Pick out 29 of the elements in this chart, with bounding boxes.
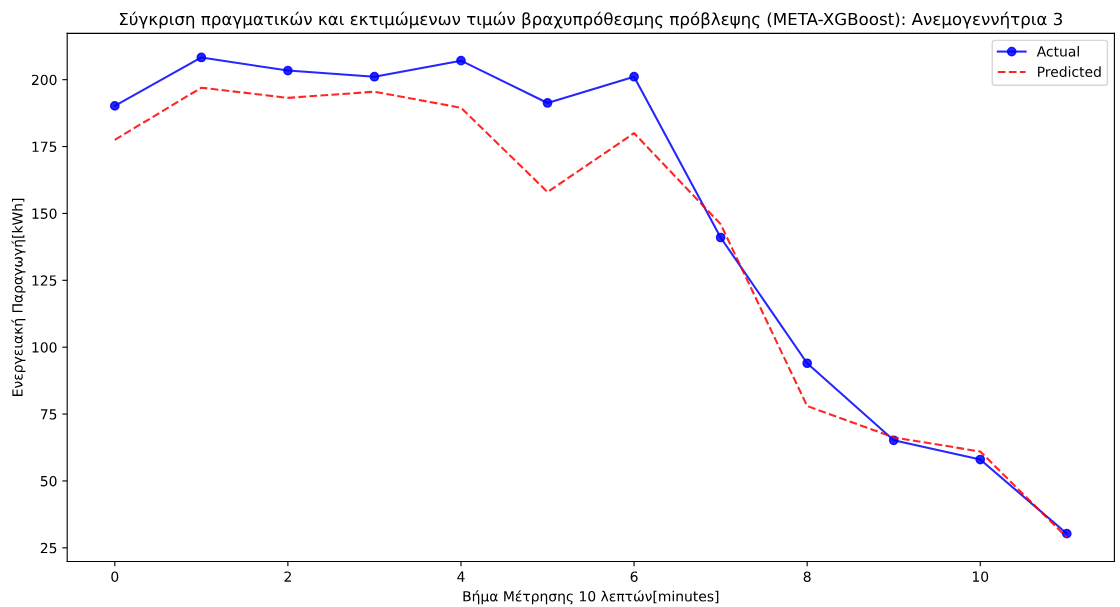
point — [369, 71, 380, 82]
y-tick-label: 50 — [40, 475, 57, 487]
chart-title: Σύγκριση πραγματικών και εκτιμώμενων τιμών βραχυπρόθεσμης πρόβλεψης (META-XGBoost): Ανεμογεννήτρια 3 — [119, 11, 1062, 29]
point — [629, 71, 639, 82]
y-tick-label: 25 — [40, 542, 57, 554]
legend-label: Predicted — [1038, 66, 1101, 78]
point — [975, 454, 986, 465]
point — [196, 52, 207, 63]
y-tick-label: 75 — [40, 409, 57, 420]
point — [109, 101, 120, 111]
y-tick-label: 200 — [31, 74, 57, 86]
x-axis-title: Βήμα Μέτρησης 10 λεπτών[minutes] — [463, 590, 719, 605]
y-tick-label: 150 — [32, 208, 57, 219]
point — [715, 232, 726, 243]
point — [802, 358, 813, 369]
legend-label: Actual — [1036, 45, 1079, 57]
y-tick-label: 125 — [32, 275, 57, 286]
x-tick-label: 4 — [457, 571, 465, 582]
point — [542, 98, 553, 108]
x-tick-label: 6 — [630, 571, 638, 582]
x-tick-label: 8 — [803, 571, 811, 582]
x-tick-label: 2 — [284, 571, 291, 582]
y-tick-label: 100 — [32, 342, 57, 353]
point — [456, 55, 466, 66]
y-axis-title: Ενεργειακή Παραγωγή[kWh] — [11, 198, 26, 396]
y-tick-label: 175 — [32, 141, 57, 153]
x-tick-label: 0 — [111, 571, 119, 582]
x-tick-label: 10 — [972, 571, 989, 582]
point — [283, 65, 293, 76]
